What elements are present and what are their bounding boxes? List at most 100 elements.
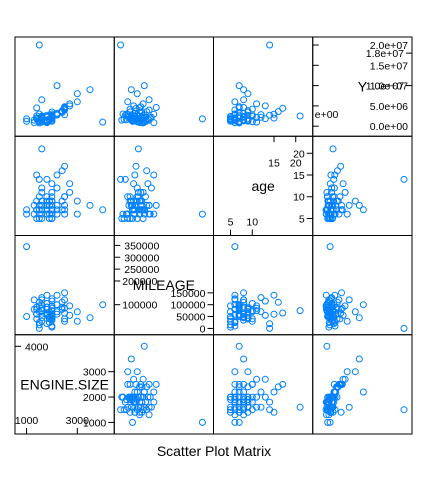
data-point	[355, 201, 363, 209]
data-point	[231, 116, 239, 124]
data-point	[240, 113, 248, 120]
data-point	[240, 116, 248, 124]
data-point	[38, 310, 46, 318]
data-point	[130, 375, 138, 383]
data-point	[231, 106, 239, 114]
data-point	[99, 301, 107, 309]
data-point	[231, 243, 239, 251]
data-point	[130, 102, 138, 110]
data-point	[257, 111, 265, 119]
data-point	[139, 393, 147, 401]
data-point	[53, 291, 61, 299]
data-point	[227, 302, 234, 310]
data-point	[150, 398, 158, 406]
data-point	[337, 408, 345, 416]
data-point	[133, 90, 141, 98]
data-point	[73, 210, 81, 218]
data-point	[231, 388, 239, 396]
data-point	[261, 115, 269, 123]
data-point	[279, 104, 287, 112]
data-point	[150, 110, 158, 118]
data-point	[330, 380, 338, 388]
data-point	[33, 104, 41, 112]
data-point	[329, 201, 336, 209]
data-point	[198, 418, 206, 426]
data-point	[270, 114, 278, 122]
data-point	[33, 310, 41, 318]
data-point	[38, 96, 46, 104]
data-point	[331, 291, 339, 299]
data-point	[240, 96, 248, 104]
data-point	[146, 393, 154, 401]
data-point	[48, 201, 56, 209]
data-point	[325, 319, 333, 326]
data-point	[61, 296, 69, 304]
data-point	[66, 180, 74, 188]
data-point	[330, 184, 338, 192]
data-point	[326, 243, 334, 251]
diagonal-label-y: Y	[358, 79, 368, 95]
data-point	[338, 201, 345, 209]
data-point	[248, 317, 256, 325]
data-point	[53, 184, 61, 192]
tick-label: e+00	[315, 109, 339, 121]
data-point	[35, 41, 43, 49]
data-point	[99, 118, 107, 126]
data-point	[48, 297, 56, 305]
tick-label: 1.0e+07	[366, 81, 404, 93]
tick-label: 1.8e+07	[366, 48, 404, 60]
data-point	[253, 393, 261, 401]
data-point	[335, 210, 343, 218]
tick-label: 15	[268, 157, 280, 169]
data-point	[244, 393, 252, 401]
data-point	[23, 206, 31, 214]
tick-label: 1000	[83, 417, 107, 429]
data-point	[240, 380, 248, 388]
data-points	[23, 41, 408, 426]
data-point	[330, 193, 338, 201]
data-point	[325, 323, 333, 331]
data-point	[231, 98, 239, 106]
data-point	[73, 308, 81, 316]
data-point	[231, 393, 239, 401]
panel-engine-size-vs-age	[14, 135, 115, 236]
data-point	[38, 296, 46, 304]
data-point	[145, 201, 153, 209]
data-point	[231, 380, 239, 388]
data-point	[129, 215, 136, 222]
data-point	[139, 375, 147, 383]
data-point	[86, 201, 94, 209]
data-point	[253, 118, 261, 126]
data-point	[339, 311, 347, 319]
data-point	[131, 408, 139, 416]
panel-y-vs-y	[312, 36, 413, 137]
data-point	[152, 104, 160, 111]
tick-label: 100000	[122, 300, 157, 312]
data-point	[38, 184, 46, 192]
data-point	[244, 368, 252, 376]
data-point	[231, 296, 239, 304]
data-point	[227, 313, 234, 320]
data-point	[326, 418, 334, 426]
data-point	[345, 296, 353, 304]
data-point	[337, 309, 345, 317]
data-point	[130, 180, 138, 188]
data-point	[45, 210, 53, 218]
data-point	[150, 210, 158, 218]
data-point	[38, 215, 46, 222]
data-point	[145, 210, 153, 218]
data-point	[43, 201, 51, 209]
data-point	[322, 291, 330, 299]
data-point	[147, 184, 155, 192]
tick-label: 1.5e+07	[370, 60, 408, 72]
data-point	[123, 116, 130, 124]
data-point	[23, 115, 31, 123]
data-point	[337, 305, 345, 313]
data-point	[23, 243, 31, 251]
data-point	[329, 145, 337, 153]
data-point	[43, 175, 51, 183]
data-point	[355, 355, 363, 363]
data-point	[145, 380, 153, 388]
